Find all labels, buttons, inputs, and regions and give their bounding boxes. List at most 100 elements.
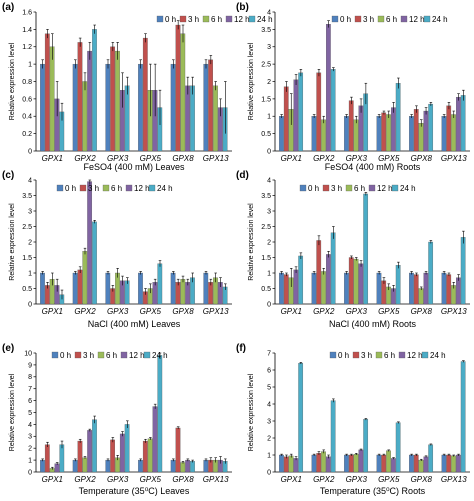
category-label: GPX1	[42, 307, 63, 316]
legend-label: 24 h	[400, 184, 416, 193]
legend-label: 0 h	[340, 15, 351, 24]
category-label: GPX5	[140, 307, 162, 316]
category-label: GPX13	[203, 307, 229, 316]
panel-label: (c)	[2, 170, 14, 181]
bar	[321, 451, 326, 473]
bar	[363, 419, 369, 473]
bar	[110, 439, 115, 473]
bar	[203, 459, 209, 473]
bar	[446, 454, 452, 473]
y-tick-label: 0	[267, 469, 271, 476]
y-tick-label: 3	[267, 208, 271, 215]
bar	[423, 456, 429, 473]
y-tick-label: 5	[267, 384, 271, 391]
y-tick-label: 7	[28, 386, 32, 393]
legend-swatch	[51, 351, 59, 359]
bar	[138, 459, 143, 473]
bar	[175, 24, 181, 152]
y-tick-label: 2.5	[261, 224, 271, 231]
category-label: GPX8	[411, 307, 433, 316]
category-label: GPX3	[346, 154, 368, 163]
bar	[208, 282, 213, 305]
bar	[157, 355, 163, 473]
category-label: GPX5	[140, 154, 162, 163]
legend-swatch	[368, 184, 376, 192]
bar	[49, 46, 55, 152]
y-tick-label: 1.4	[22, 27, 32, 34]
bar	[293, 458, 299, 473]
bar	[110, 46, 115, 152]
legend-label: 24 h	[430, 351, 446, 360]
panel-caption: NaCl (400 mM) Roots	[329, 319, 417, 329]
bar	[170, 272, 176, 305]
bar	[180, 462, 186, 473]
legend-swatch	[179, 15, 187, 23]
category-label: GPX8	[411, 475, 433, 484]
category-label: GPX13	[441, 307, 467, 316]
bar	[105, 459, 111, 473]
panel-e: 0 1 2 3 4 5 6 7 8 9 10 Relative expression level GPX…	[2, 343, 232, 496]
bar	[376, 454, 382, 473]
y-tick-label: 9	[28, 362, 32, 369]
bar	[124, 424, 130, 473]
panel-caption: FeSO4 (400 mM) Leaves	[83, 162, 185, 172]
bar	[358, 449, 364, 473]
bar	[395, 83, 401, 152]
panel-c: 0 0.5 1 1.5 2 2.5 3 3.5 4 Relative expression lev…	[2, 170, 232, 329]
legend-label: 12 h	[134, 184, 150, 193]
bar	[152, 282, 158, 305]
bar	[413, 109, 419, 152]
y-tick-label: 1.5	[261, 255, 271, 262]
bar	[87, 50, 93, 152]
legend-label: 0 h	[165, 15, 176, 24]
bar	[395, 422, 401, 473]
bar	[283, 86, 289, 152]
bar	[77, 440, 83, 473]
legend-label: 0 h	[338, 351, 349, 360]
legend-swatch	[79, 184, 87, 192]
bar	[185, 282, 191, 305]
bar	[381, 454, 387, 473]
bar	[418, 123, 424, 152]
bar	[142, 440, 148, 473]
bar	[344, 454, 349, 473]
category-label: GPX8	[411, 154, 433, 163]
bar	[87, 430, 93, 473]
legend-label: 6 h	[384, 351, 395, 360]
y-tick-label: 6	[267, 367, 271, 374]
y-tick-label: 1	[28, 62, 32, 69]
legend-label: 12 h	[409, 15, 425, 24]
bar	[92, 29, 97, 152]
legend-swatch	[74, 351, 82, 359]
bar	[316, 453, 322, 473]
y-tick-label: 0	[267, 148, 271, 155]
bar	[115, 50, 120, 152]
bar	[330, 400, 336, 473]
legend: 0 h 3 h 6 h 12 h 24 h	[56, 184, 173, 193]
bar	[311, 454, 317, 473]
bar	[344, 272, 349, 305]
legend-swatch	[421, 351, 429, 359]
category-label: GPX2	[74, 154, 96, 163]
y-tick-label: 4	[267, 177, 271, 184]
category-label: GPX5	[378, 154, 400, 163]
bar	[363, 193, 369, 305]
y-tick-label: 0.4	[22, 114, 32, 121]
y-tick-label: 1	[267, 114, 271, 121]
legend-swatch	[225, 15, 233, 23]
legend: 0 h 3 h 6 h 12 h 24 h	[329, 351, 446, 360]
legend-swatch	[156, 15, 164, 23]
legend-label: 12 h	[407, 351, 423, 360]
legend-label: 3 h	[88, 184, 99, 193]
legend-swatch	[299, 184, 307, 192]
bar	[391, 458, 396, 473]
legend-swatch	[331, 15, 339, 23]
bar	[321, 271, 326, 305]
bar	[54, 463, 60, 473]
category-label: GPX5	[378, 307, 400, 316]
bar	[44, 444, 50, 473]
panel-label: (a)	[2, 2, 14, 13]
bar	[185, 459, 191, 473]
category-label: GPX8	[172, 475, 194, 484]
legend-label: 12 h	[377, 184, 393, 193]
